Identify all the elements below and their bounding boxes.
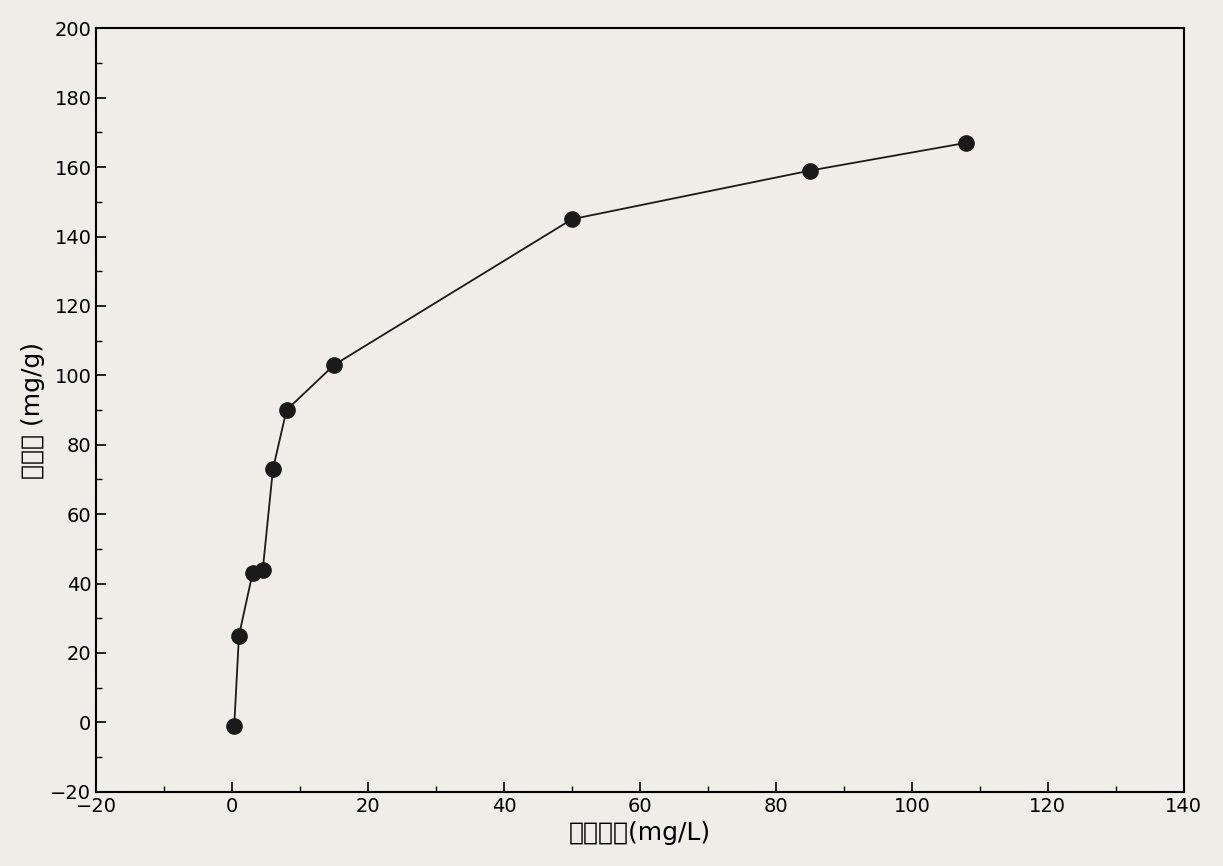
X-axis label: 平衡浓度(mg/L): 平衡浓度(mg/L) [569, 821, 711, 845]
Y-axis label: 吸附量 (mg/g): 吸附量 (mg/g) [21, 341, 45, 479]
